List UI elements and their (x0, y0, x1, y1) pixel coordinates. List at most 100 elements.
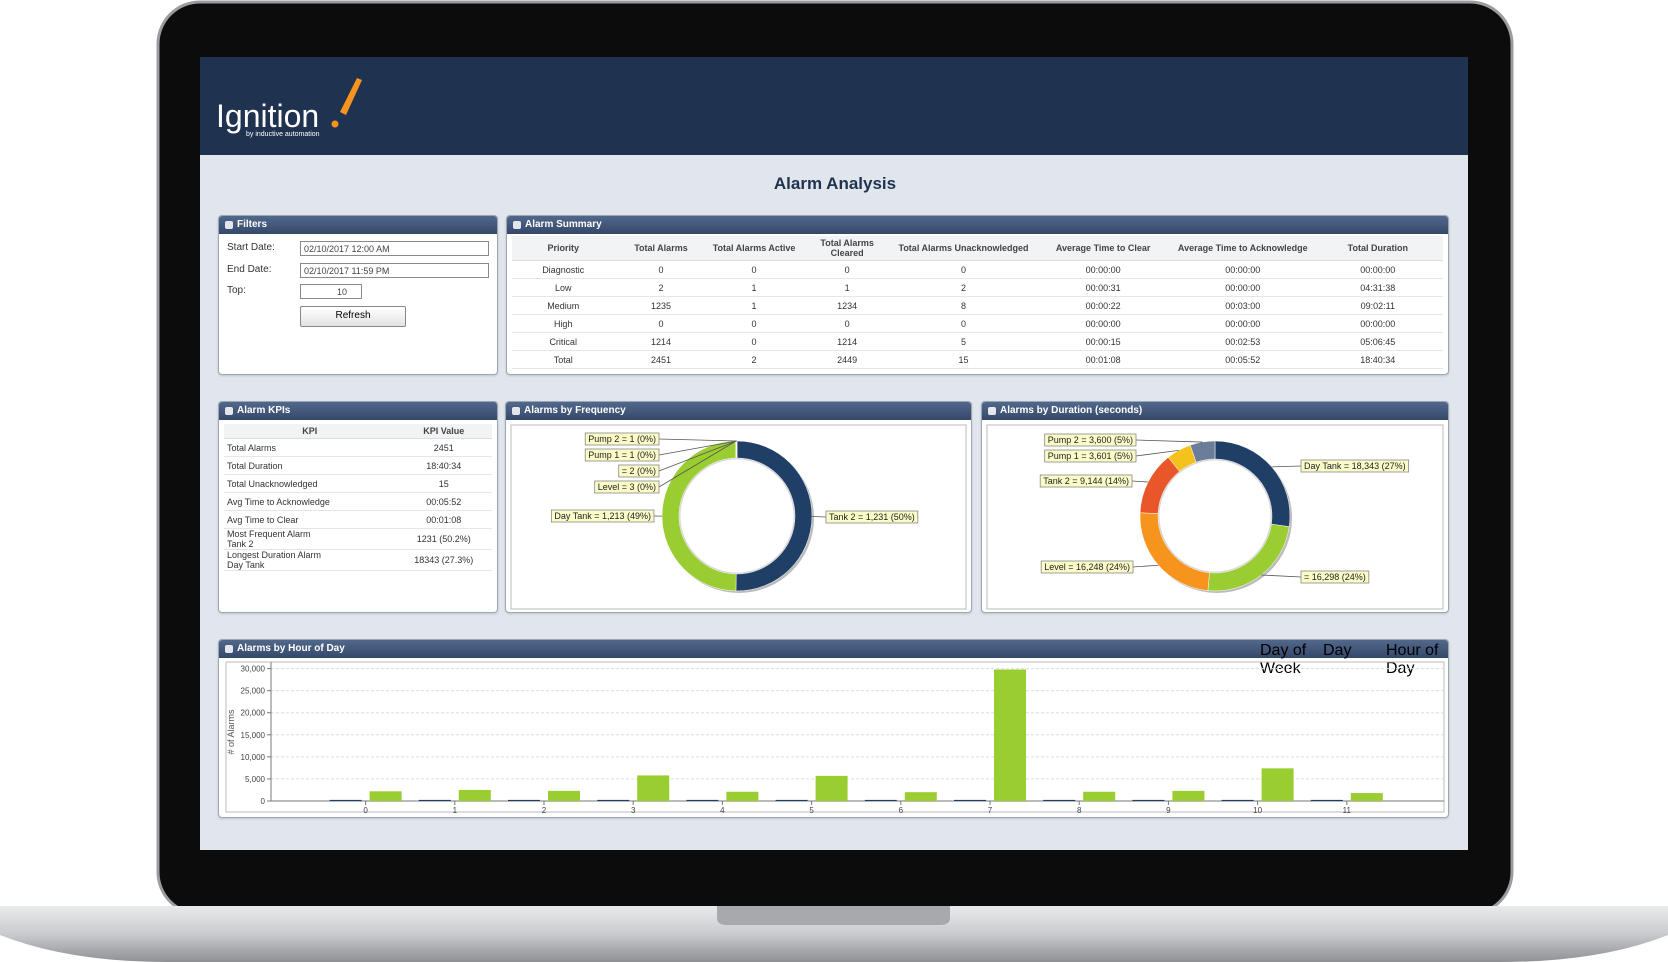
table-cell: Avg Time to Acknowledge (224, 492, 396, 511)
table-cell: 0 (800, 260, 894, 279)
tabs: Day of Week Day Hour of Day (1260, 642, 1444, 678)
base-notch (717, 906, 950, 925)
label-box (584, 432, 660, 446)
bar (815, 775, 848, 801)
table-cell: 0 (614, 260, 708, 279)
tab[interactable]: Day of Week (1260, 642, 1307, 677)
end-label: End Date: (227, 264, 272, 275)
table-cell: 2 (614, 278, 708, 297)
x-tick-label: 5 (809, 806, 814, 815)
table-cell: Total Unacknowledged (224, 474, 396, 493)
bar (1261, 768, 1294, 801)
panel-title: Alarm KPIs (219, 402, 497, 420)
bar (1221, 799, 1254, 801)
table-cell: Low (512, 278, 615, 297)
slice-label: Tank 2 = 9,144 (14%) (1043, 476, 1129, 486)
table-row: Medium 1235 1 1234 8 00:00:22 00:03:00 09:02:11 (512, 296, 1443, 315)
leader-line (1271, 465, 1302, 468)
slice-label: = 2 (0%) (622, 466, 656, 476)
table-row: Longest Duration Alarm Day Tank 18343 (27… (224, 549, 492, 571)
leader-line (1261, 574, 1302, 578)
panel-title: Filters (219, 216, 497, 234)
leader-line (658, 440, 737, 488)
label-box (584, 448, 660, 462)
table-cell: 2449 (800, 350, 894, 369)
bar (418, 799, 451, 801)
table-cell: 1234 (800, 296, 894, 315)
refresh-button[interactable]: Refresh (300, 306, 406, 327)
label-box (550, 509, 655, 523)
column-header: KPI (224, 424, 396, 439)
table-cell: 2451 (395, 438, 492, 457)
bar (548, 790, 580, 801)
slice-label: Pump 1 = 1 (0%) (588, 450, 656, 460)
label-box (1300, 459, 1410, 473)
plot-frame (986, 424, 1444, 610)
column-header: KPI Value (395, 424, 492, 439)
table-cell: 00:02:53 (1172, 332, 1313, 351)
x-tick-label: 9 (1166, 806, 1171, 815)
start-date-input[interactable]: 02/10/2017 12:00 AM (300, 241, 489, 256)
bar (369, 791, 402, 801)
table-cell: 00:05:52 (395, 492, 492, 511)
y-tick-label: 20,000 (241, 709, 266, 718)
y-tick-label: 5,000 (245, 775, 266, 784)
filters-panel: Filters Start Date: 02/10/2017 12:00 AM … (218, 215, 498, 375)
x-tick-label: 10 (1253, 806, 1262, 815)
start-label: Start Date: (227, 242, 275, 253)
table-row: Low 2 1 1 2 00:00:31 00:00:00 04:31:38 (512, 278, 1443, 297)
table: Priority Total Alarms Total Alarms Active T… (512, 236, 1443, 369)
label-box (825, 510, 919, 524)
slice-label: Pump 2 = 3,600 (5%) (1048, 435, 1133, 445)
x-tick-label: 0 (363, 806, 368, 815)
top-label: Top: (227, 285, 246, 296)
column-header: Total Alarms (614, 236, 708, 261)
y-axis-label: # of Alarms (226, 709, 236, 755)
table-row: Total Unacknowledged 15 (224, 474, 492, 493)
y-tick-label: 10,000 (241, 753, 266, 762)
table-cell: 00:03:00 (1172, 296, 1313, 315)
table-cell: 00:00:00 (1033, 314, 1173, 333)
bar (726, 791, 759, 801)
table: KPI KPI Value Total Alarms 2451 Total Durati… (224, 424, 492, 571)
y-tick-label: 0 (261, 797, 266, 806)
page-title: Alarm Analysis (774, 174, 896, 193)
table-cell: 00:00:00 (1172, 260, 1313, 279)
table-cell: 1214 (614, 332, 708, 351)
plot-frame (225, 661, 1445, 813)
table-cell: 1 (800, 278, 894, 297)
table-cell: 00:00:22 (1033, 296, 1173, 315)
table-cell: 15 (893, 350, 1034, 369)
header-row: KPI KPI Value (224, 424, 492, 439)
x-tick-label: 3 (631, 806, 636, 815)
table-row: Avg Time to Clear 00:01:08 (224, 510, 492, 529)
end-date-input[interactable]: 02/10/2017 11:59 PM (300, 263, 489, 278)
table-cell: Critical (512, 332, 615, 351)
tab[interactable]: Hour of Day (1386, 642, 1439, 677)
leader-line (658, 440, 737, 456)
bar (1172, 790, 1205, 801)
bar (994, 669, 1026, 801)
table-row: Total Duration 18:40:34 (224, 456, 492, 475)
logo-tagline: by inductive automation (246, 131, 320, 138)
top-input[interactable]: 10 (300, 284, 362, 299)
donut-hole (679, 458, 795, 574)
table-row: Most Frequent Alarm Tank 2 1231 (50.2%) (224, 528, 492, 550)
table-cell: 00:05:52 (1172, 350, 1313, 369)
table-row: Critical 1214 0 1214 5 00:00:15 00:02:53 05:06:… (512, 332, 1443, 351)
table-row: Diagnostic 0 0 0 0 00:00:00 00:00:00 00:00:00 (512, 260, 1443, 279)
table-cell: 00:00:00 (1312, 314, 1443, 333)
table-cell: 18343 (27.3%) (395, 549, 492, 571)
table-cell: 00:00:00 (1312, 260, 1443, 279)
bar (1350, 793, 1383, 801)
table-cell: Avg Time to Clear (224, 510, 396, 529)
label-box (1040, 560, 1134, 574)
slice-label: Pump 2 = 1 (0%) (588, 434, 656, 444)
panel-title: Alarms by Duration (seconds) (982, 402, 1448, 420)
x-tick-label: 6 (899, 806, 904, 815)
table-cell: Total Duration (224, 456, 396, 475)
tab[interactable]: Day (1323, 642, 1352, 659)
donut-slice (1189, 440, 1216, 463)
summary-panel: Alarm Summary Priority Total Alarms Total … (506, 215, 1449, 375)
bar (329, 799, 362, 801)
